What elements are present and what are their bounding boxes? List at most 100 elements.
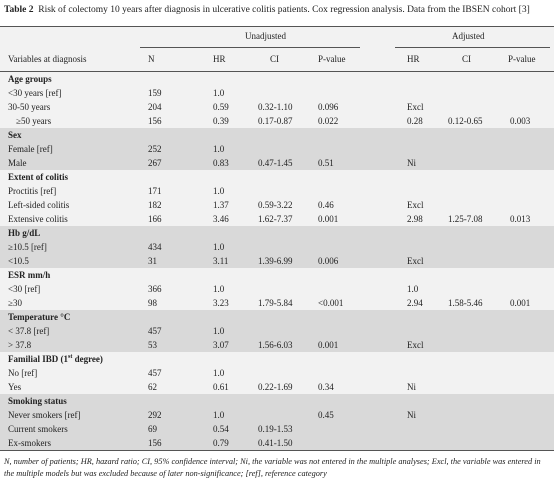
row-label: Never smokers [ref] — [8, 410, 81, 420]
rule — [0, 26, 554, 27]
cell: 0.013 — [510, 214, 531, 224]
cell: Excl — [407, 102, 424, 112]
cell: 3.11 — [213, 256, 229, 266]
column-header: CI — [462, 54, 471, 64]
cell: 457 — [148, 326, 162, 336]
cell: 3.23 — [213, 298, 229, 308]
cell: 1.39-6.99 — [258, 256, 293, 266]
cell: 0.006 — [318, 256, 339, 266]
table-title: Table 2 Risk of colectomy 10 years after… — [4, 5, 530, 15]
cell: Excl — [407, 340, 424, 350]
row-label: <30 years [ref] — [8, 88, 62, 98]
cell: 62 — [148, 382, 157, 392]
row-label: No [ref] — [8, 368, 38, 378]
cell: 1.0 — [213, 326, 225, 336]
cell: 0.34 — [318, 382, 334, 392]
row-label: Male — [8, 158, 27, 168]
rule — [395, 47, 550, 48]
cell: 1.0 — [213, 186, 225, 196]
cell: 457 — [148, 368, 162, 378]
cell: 0.59 — [213, 102, 229, 112]
rule — [0, 71, 554, 72]
group-band — [0, 226, 554, 268]
group-title: Extent of colitis — [8, 170, 68, 184]
group-band — [0, 128, 554, 170]
cell: 1.0 — [213, 88, 225, 98]
cell: 0.096 — [318, 102, 339, 112]
footnote: N, number of patients; HR, hazard ratio;… — [4, 457, 541, 478]
cell: 0.51 — [318, 158, 334, 168]
row-label: ≥30 — [8, 298, 22, 308]
group-title-part: Extent of colitis — [8, 172, 68, 182]
column-header: N — [148, 54, 155, 64]
cell: 0.022 — [318, 116, 339, 126]
cell: 0.32-1.10 — [258, 102, 293, 112]
cell: 3.07 — [213, 340, 229, 350]
cell: 0.39 — [213, 116, 229, 126]
cell: 0.003 — [510, 116, 531, 126]
cell: Excl — [407, 256, 424, 266]
group-title: ESR mm/h — [8, 268, 50, 282]
row-label: < 37.8 [ref] — [8, 326, 50, 336]
cell: 0.28 — [407, 116, 423, 126]
cell: 156 — [148, 116, 162, 126]
group-title-part: Sex — [8, 130, 22, 140]
group-title: Sex — [8, 128, 22, 142]
group-title: Familial IBD (1st degree) — [8, 352, 103, 366]
cell: 0.12-0.65 — [448, 116, 483, 126]
cell: Ni — [407, 158, 416, 168]
column-header: HR — [407, 54, 420, 64]
cell: 1.62-7.37 — [258, 214, 293, 224]
rule — [140, 47, 360, 48]
cell: Ni — [407, 382, 416, 392]
row-label: Yes — [8, 382, 22, 392]
row-label: ≥10.5 [ref] — [8, 242, 47, 252]
row-label: <10.5 — [8, 256, 29, 266]
group-title: Age groups — [8, 72, 52, 86]
group-band — [0, 394, 554, 450]
cell: 0.19-1.53 — [258, 424, 293, 434]
group-band — [0, 352, 554, 394]
cell: 171 — [148, 186, 162, 196]
group-band — [0, 170, 554, 226]
group-title-part: Smoking status — [8, 396, 67, 406]
cell: 0.22-1.69 — [258, 382, 293, 392]
row-label: Current smokers — [8, 424, 68, 434]
cell: 1.79-5.84 — [258, 298, 293, 308]
table-label: Table 2 — [4, 5, 34, 15]
cell: 1.58-5.46 — [448, 298, 483, 308]
cell: 0.001 — [318, 340, 339, 350]
row-label: > 37.8 — [8, 340, 32, 350]
group-title: Temperature °C — [8, 310, 70, 324]
cell: 156 — [148, 438, 162, 448]
cell: 1.56-6.03 — [258, 340, 293, 350]
cell: 159 — [148, 88, 162, 98]
cell: 0.46 — [318, 200, 334, 210]
group-band — [0, 72, 554, 128]
cell: 166 — [148, 214, 162, 224]
row-label: 30-50 years — [8, 102, 51, 112]
cell: 2.98 — [407, 214, 423, 224]
cell: 204 — [148, 102, 162, 112]
row-label: Extensive colitis — [8, 214, 68, 224]
group-title-part: Age groups — [8, 74, 52, 84]
cell: 1.0 — [213, 242, 225, 252]
cell: 1.0 — [213, 284, 225, 294]
cell: 0.47-1.45 — [258, 158, 293, 168]
cell: 0.45 — [318, 410, 334, 420]
row-label: ≥50 years — [16, 116, 52, 126]
column-header: CI — [270, 54, 279, 64]
group-title-part: Hb g/dL — [8, 228, 41, 238]
cell: 292 — [148, 410, 162, 420]
cell: 0.59-3.22 — [258, 200, 293, 210]
cell: 267 — [148, 158, 162, 168]
cell: 0.83 — [213, 158, 229, 168]
cell: 1.0 — [213, 410, 225, 420]
cell: Ni — [407, 410, 416, 420]
cell: 53 — [148, 340, 157, 350]
cell: 0.001 — [510, 298, 531, 308]
column-header: HR — [213, 54, 226, 64]
cell: Excl — [407, 200, 424, 210]
cell: 0.001 — [318, 214, 339, 224]
